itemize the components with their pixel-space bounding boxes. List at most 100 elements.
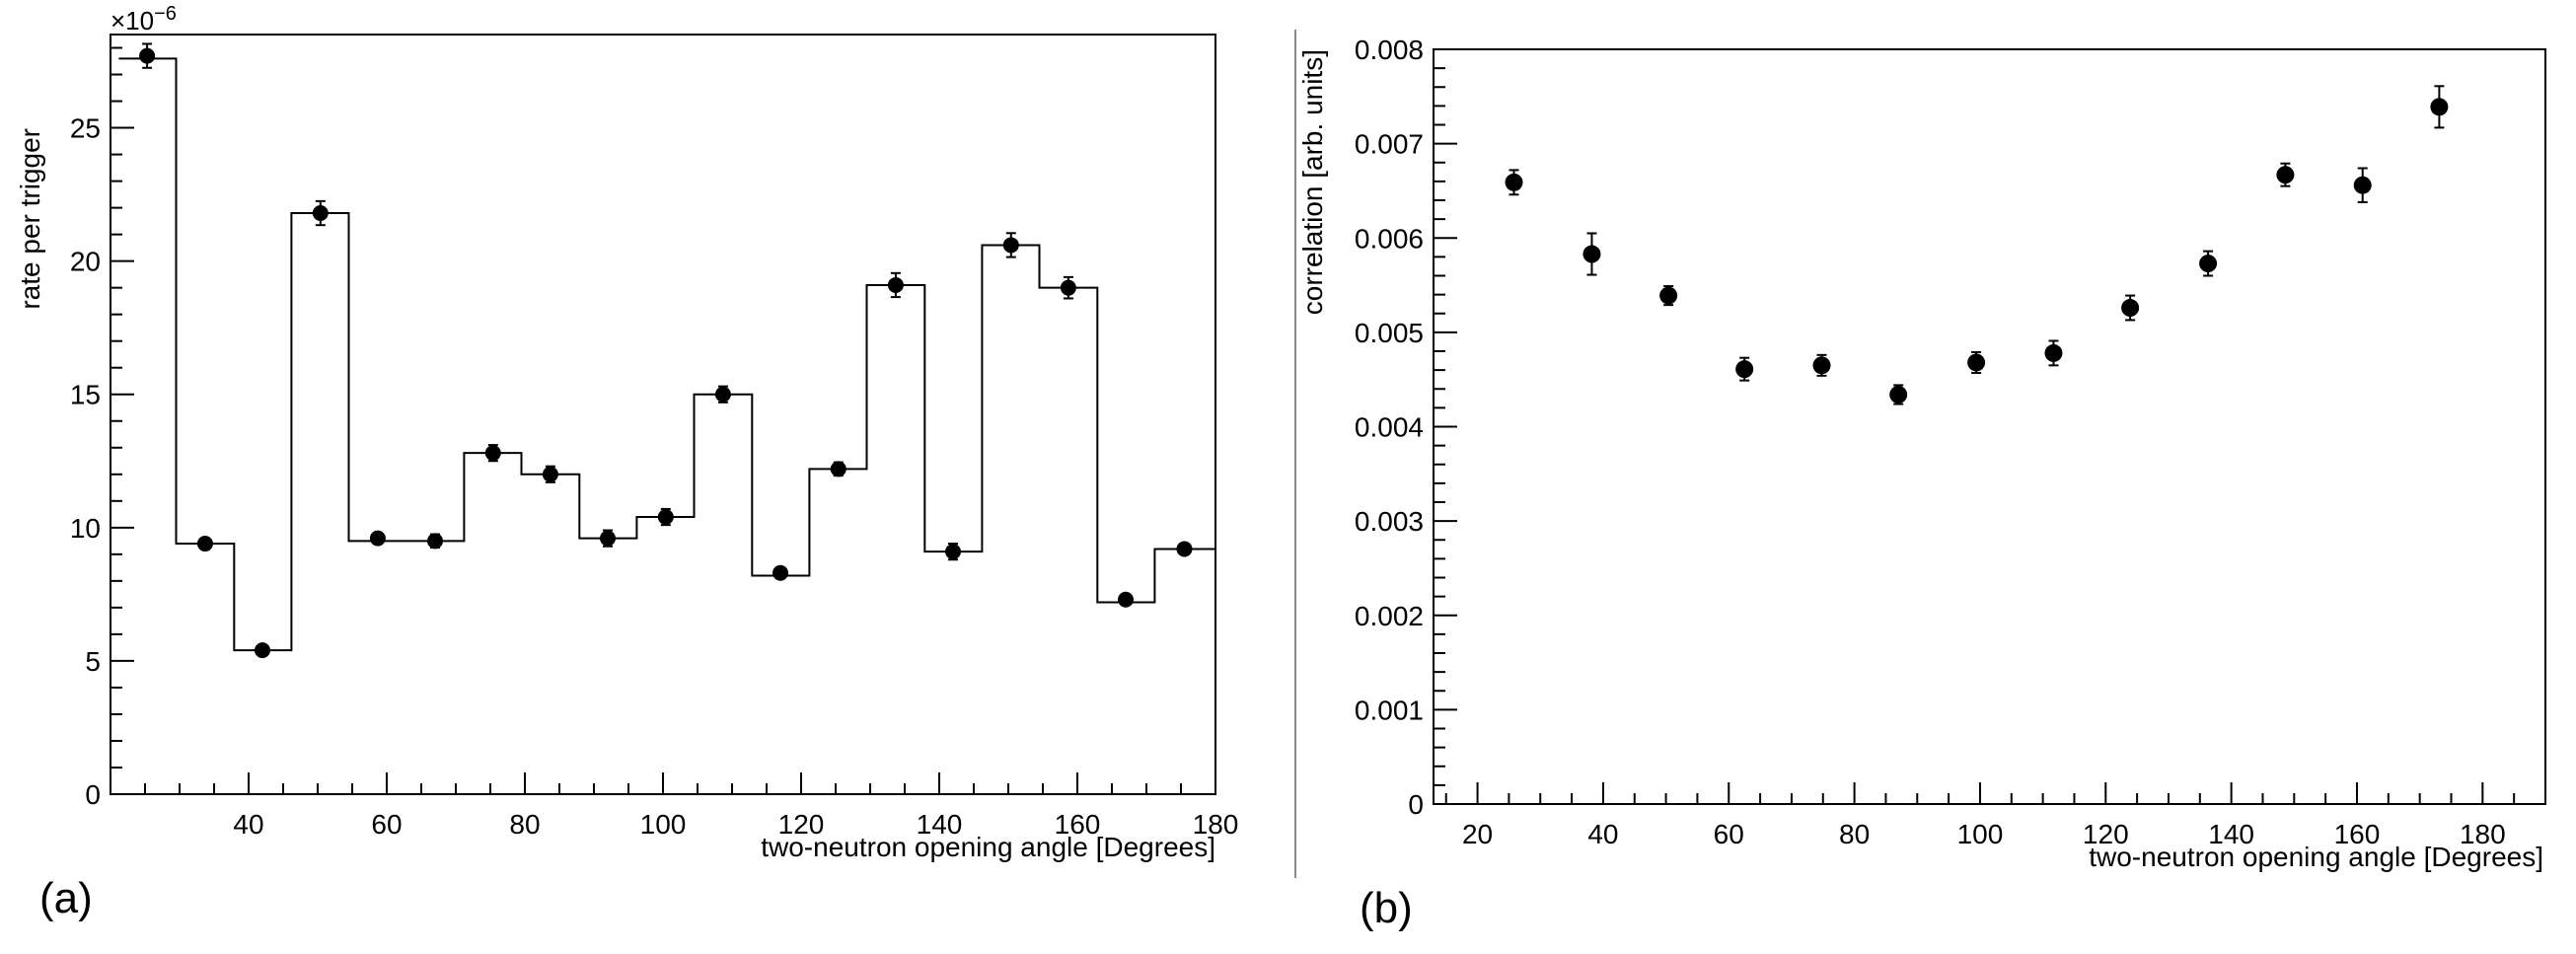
- data-point: [255, 642, 270, 659]
- data-point: [2430, 85, 2449, 129]
- data-point: [312, 199, 329, 227]
- x-tick-label: 40: [1587, 819, 1618, 849]
- data-point: [2353, 167, 2372, 203]
- x-tick-label: 100: [1957, 819, 2004, 849]
- data-point: [2199, 250, 2218, 277]
- y-tick-label: 0.001: [1355, 695, 1424, 725]
- x-tick-label: 100: [640, 809, 687, 840]
- data-point-marker: [2353, 176, 2372, 194]
- x-tick-label: 120: [778, 809, 825, 840]
- data-point: [542, 465, 558, 483]
- panel-b-y-axis-title: correlation [arb. units]: [1297, 49, 1328, 315]
- panel-a-x-axis: 40 60 80 100 120 140 160 180: [110, 772, 1238, 840]
- panel-b-correlation-scatter: 20 40 60 80 100 120 140 160 180 0 0.001 0.002 0.003…: [1297, 35, 2546, 932]
- y-tick-label: 0.007: [1355, 129, 1424, 160]
- data-point: [1002, 232, 1019, 258]
- data-point-marker: [1060, 279, 1076, 296]
- data-point-marker: [484, 445, 501, 462]
- x-tick-label: 180: [1193, 809, 1239, 840]
- x-tick-label: 160: [2334, 819, 2381, 849]
- data-point-marker: [600, 530, 616, 547]
- panel-a-y-axis-title: rate per trigger: [15, 128, 45, 310]
- data-point-marker: [312, 205, 329, 222]
- data-point-marker: [1002, 237, 1019, 254]
- data-point: [1582, 232, 1601, 276]
- data-point: [945, 543, 961, 561]
- data-point: [714, 385, 731, 404]
- data-point: [2276, 162, 2295, 187]
- data-point: [657, 507, 674, 527]
- y-tick-label: 0.003: [1355, 506, 1424, 537]
- x-tick-label: 60: [371, 809, 402, 840]
- data-point: [1118, 591, 1134, 608]
- data-point-marker: [1582, 245, 1601, 263]
- data-point: [773, 564, 788, 581]
- panel-a-y-axis: 0 5 10 15 20 25: [70, 46, 134, 810]
- data-point-marker: [773, 564, 788, 581]
- data-point-marker: [255, 642, 270, 659]
- data-point: [600, 529, 616, 548]
- data-point: [1812, 353, 1831, 377]
- data-point: [196, 536, 213, 552]
- data-point-marker: [369, 530, 386, 547]
- x-tick-label: 140: [917, 809, 963, 840]
- data-point: [1060, 275, 1076, 300]
- data-point: [1735, 356, 1754, 382]
- y-tick-label: 0.006: [1355, 223, 1424, 254]
- y-tick-label: 0: [85, 779, 101, 810]
- y-tick-label: 20: [70, 247, 101, 277]
- panel-a-histogram: [118, 57, 1215, 652]
- x-tick-label: 80: [1839, 819, 1870, 849]
- data-point-marker: [139, 47, 156, 64]
- data-point: [1659, 285, 1678, 307]
- data-point: [1505, 169, 1523, 196]
- data-point-marker: [2044, 343, 2063, 362]
- data-point-marker: [714, 386, 731, 403]
- data-point: [2121, 294, 2140, 322]
- y-tick-label: 25: [70, 113, 101, 144]
- data-point-marker: [2430, 98, 2449, 116]
- panel-b-y-axis: 0 0.001 0.002 0.003 0.004 0.005 0.006 0.007 0.00…: [1355, 35, 1457, 820]
- panel-a-frame: [110, 34, 1216, 795]
- data-point-marker: [2199, 255, 2218, 273]
- data-point-marker: [830, 461, 846, 477]
- histogram-step-line: [118, 57, 1215, 652]
- panel-b-label: (b): [1360, 884, 1413, 932]
- data-point-marker: [887, 276, 904, 293]
- y-tick-label: 0.002: [1355, 601, 1424, 631]
- data-point: [1967, 350, 1986, 374]
- data-point-marker: [1735, 360, 1754, 379]
- panel-b-data-points: [1505, 85, 2449, 405]
- y-tick-label: 0.008: [1355, 35, 1424, 65]
- data-point: [2044, 339, 2063, 367]
- panel-a-data-points: [139, 42, 1193, 659]
- data-point-marker: [1812, 356, 1831, 375]
- data-point-marker: [2121, 299, 2140, 318]
- data-point: [484, 444, 501, 463]
- y-tick-label: 15: [70, 380, 101, 410]
- data-point-marker: [657, 509, 674, 526]
- data-point-marker: [2276, 166, 2295, 184]
- panel-a-x-axis-title: two-neutron opening angle [Degrees]: [761, 832, 1215, 862]
- data-point: [369, 530, 386, 547]
- data-point-marker: [542, 466, 558, 482]
- panel-b-x-axis: 20 40 60 80 100 120 140 160 180: [1444, 782, 2546, 849]
- x-tick-label: 20: [1462, 819, 1493, 849]
- y-tick-label: 0.005: [1355, 318, 1424, 348]
- x-tick-label: 40: [233, 809, 263, 840]
- data-point: [427, 533, 443, 550]
- data-point-marker: [1889, 385, 1908, 404]
- y-tick-label: 0.004: [1355, 412, 1424, 443]
- panel-a-label: (a): [39, 874, 93, 922]
- y-tick-label: 0: [1408, 789, 1424, 820]
- x-tick-label: 140: [2208, 819, 2254, 849]
- x-tick-label: 160: [1055, 809, 1101, 840]
- y-tick-label: 10: [70, 513, 101, 544]
- data-point-marker: [945, 544, 961, 560]
- panel-a-y-multiplier: ×10−6: [110, 3, 177, 36]
- data-point: [830, 461, 846, 477]
- x-tick-label: 120: [2083, 819, 2129, 849]
- data-point-marker: [1176, 541, 1193, 557]
- data-point: [139, 42, 156, 69]
- panel-b-frame: [1433, 48, 2546, 805]
